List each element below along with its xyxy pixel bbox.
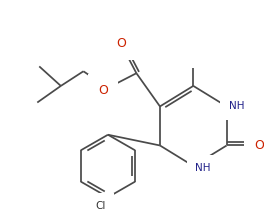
Text: O: O: [254, 139, 264, 152]
Text: Cl: Cl: [95, 201, 105, 211]
Text: NH: NH: [195, 163, 211, 173]
Text: O: O: [98, 84, 108, 97]
Text: NH: NH: [229, 101, 244, 111]
Text: O: O: [117, 37, 127, 50]
